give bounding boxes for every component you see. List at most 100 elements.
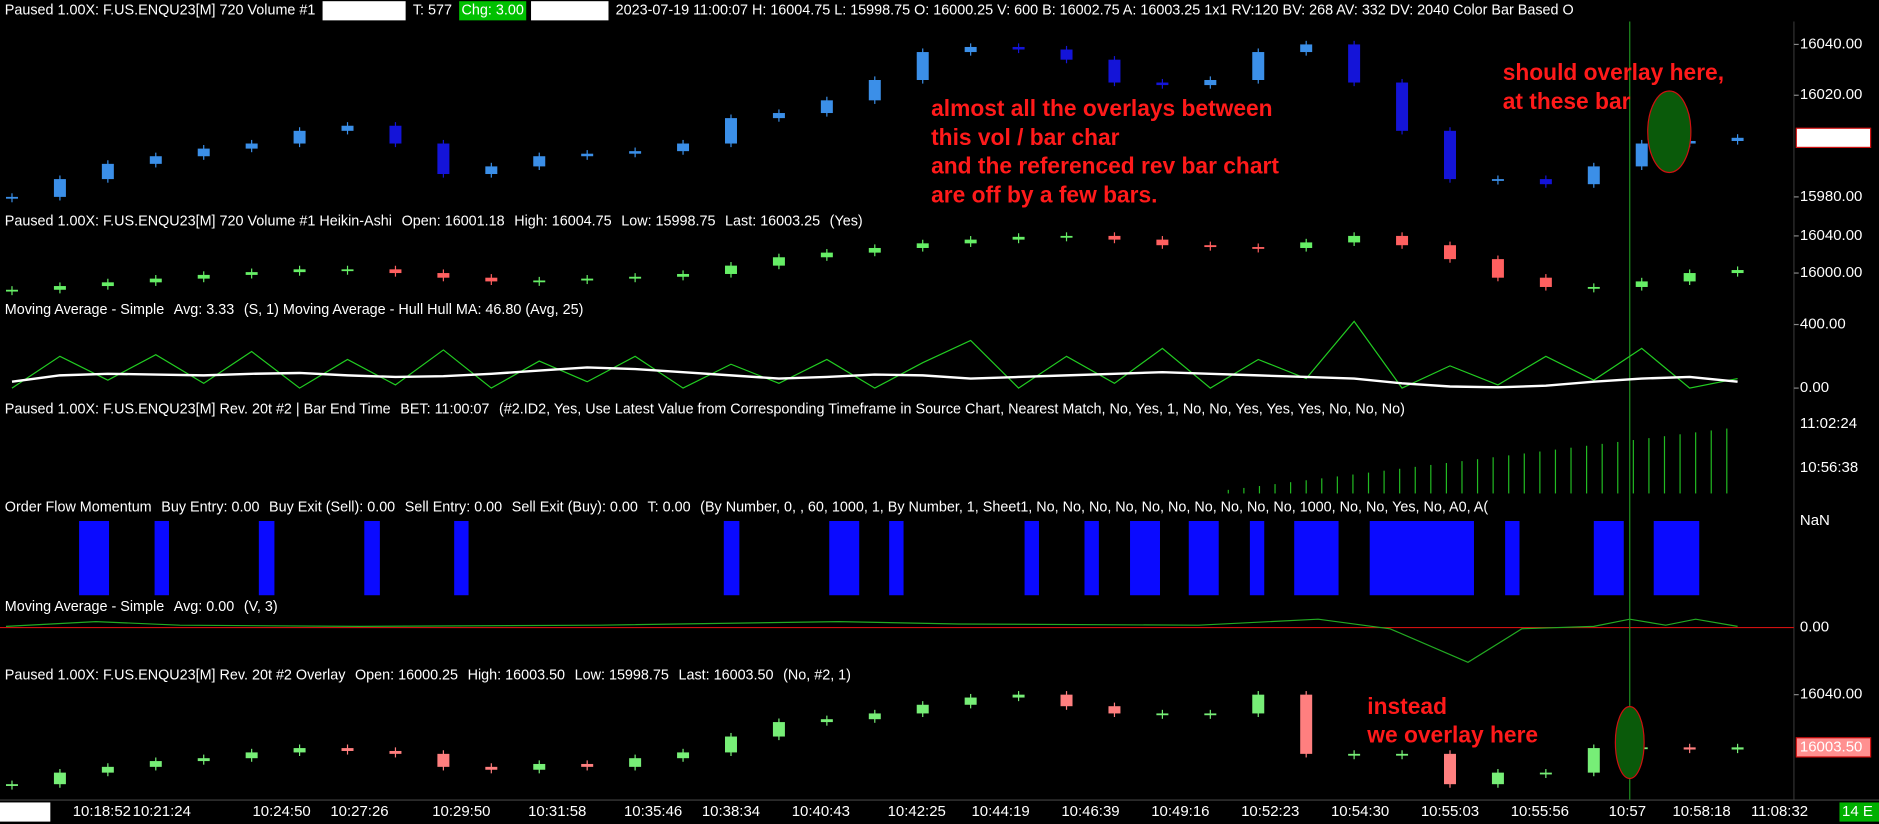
candle <box>1108 706 1121 714</box>
annotation: instead <box>1367 693 1447 719</box>
panel-header-text: Sell Exit (Buy): 0.00 <box>512 500 638 516</box>
time-axis-label: 10:57 <box>1609 803 1646 820</box>
annotation: almost all the overlays between <box>931 95 1272 121</box>
panel-header-text: C: 16003.25 <box>325 3 403 19</box>
candle <box>101 766 114 773</box>
last-price-label: 16003.25 <box>1800 129 1862 146</box>
candle <box>1060 235 1073 238</box>
candle <box>1635 143 1648 167</box>
candle <box>1300 44 1313 53</box>
annotation: at these bar <box>1503 88 1631 114</box>
panel-header-text: Moving Average - Simple <box>5 599 164 615</box>
candle <box>533 280 546 283</box>
candle <box>293 748 306 753</box>
candle <box>1587 286 1600 289</box>
panel-header-text: Paused 1.00X: F.US.ENQU23[M] 720 Volume … <box>5 3 316 19</box>
panel-header-text: Open: 16001.18 <box>402 213 505 229</box>
time-axis-label: 10:54:30 <box>1331 803 1389 820</box>
candle <box>389 269 402 274</box>
axis-label: 11:02:24 <box>1800 415 1857 432</box>
candle <box>724 736 737 753</box>
candle <box>1300 694 1313 754</box>
candle <box>485 277 498 282</box>
candle <box>1348 235 1361 243</box>
panel-header-text: (S, 1) Moving Average - Hull Hull MA: 46… <box>244 302 584 318</box>
annotation: should overlay here, <box>1503 59 1724 85</box>
order-flow-blocks <box>79 520 1700 596</box>
price-axis-label: 15980.00 <box>1800 188 1862 205</box>
candle <box>437 143 450 175</box>
candle <box>533 156 546 167</box>
candle <box>1060 49 1073 60</box>
candle <box>1108 59 1121 83</box>
axis-label: 0.00 <box>1800 619 1829 636</box>
candle <box>1396 82 1409 131</box>
candle <box>485 166 498 175</box>
candle <box>245 272 258 275</box>
candle <box>1348 44 1361 83</box>
ma-line <box>5 618 1738 663</box>
status-box <box>1839 802 1879 822</box>
time-axis-label: 10:49:16 <box>1151 803 1209 820</box>
candle <box>485 766 498 770</box>
candle <box>820 719 833 723</box>
panel-header-text: Low: 15998.75 <box>621 213 715 229</box>
candle <box>101 282 114 287</box>
panel-header-text: Paused 1.00X: F.US.ENQU23[M] Rev. 20t #2… <box>5 667 346 683</box>
price-axis-label: 16020.00 <box>1800 86 1862 103</box>
candle <box>149 278 162 283</box>
last-price-label: 16003.50 <box>1800 738 1862 755</box>
candle <box>724 118 737 144</box>
candle <box>1444 753 1456 785</box>
candle <box>197 758 210 762</box>
time-axis-label: 10:24:50 <box>252 803 310 820</box>
panel-header-text: 2023-07-19 11:00:07 H: 16004.75 L: 15998… <box>616 3 1574 19</box>
candle <box>1204 80 1217 86</box>
candle <box>1156 82 1169 86</box>
candle <box>53 179 66 197</box>
time-axis-label: 10:40:43 <box>792 803 850 820</box>
time-axis-label: 11:08:32 <box>1751 803 1808 820</box>
candle <box>1252 247 1265 249</box>
time-axis-label: 14 E <box>1842 803 1873 820</box>
candle <box>916 52 929 81</box>
candle <box>1539 277 1552 287</box>
candle <box>1012 46 1025 50</box>
candle <box>1444 130 1456 180</box>
candle <box>1396 753 1409 756</box>
axis-label: 10:56:38 <box>1800 459 1858 476</box>
candle <box>1539 772 1552 775</box>
candle <box>1204 245 1217 248</box>
time-axis-bg <box>0 800 1879 824</box>
panel-header-text: Buy Entry: 0.00 <box>161 500 259 516</box>
candle <box>389 125 402 144</box>
panel-header-text: Open: 16000.25 <box>355 667 458 683</box>
candle <box>389 750 402 754</box>
panel-header-text: (No, #2, 1) <box>783 667 851 683</box>
candle <box>1156 239 1169 246</box>
candle <box>1587 166 1600 185</box>
candle <box>1587 748 1600 773</box>
candle <box>1731 747 1744 750</box>
candle <box>1300 242 1313 248</box>
candle <box>820 252 833 258</box>
candle <box>1156 713 1169 716</box>
candle <box>772 722 785 737</box>
panel-header-text: (Yes) <box>830 213 863 229</box>
candle <box>293 269 306 273</box>
candle <box>437 753 450 767</box>
time-axis-label: 10:31:58 <box>528 803 586 820</box>
candle <box>724 265 737 274</box>
annotation: this vol / bar char <box>931 124 1120 150</box>
highlight-ellipse <box>1647 90 1692 174</box>
candle <box>1348 753 1361 756</box>
highlight-ellipse <box>1614 706 1645 780</box>
panel-header-text: Paused 1.00X: F.US.ENQU23[M] Rev. 20t #2… <box>5 401 391 417</box>
candle <box>5 196 18 199</box>
candle <box>629 758 642 767</box>
candle <box>677 752 690 759</box>
panel-header-text: T: 0.00 <box>647 500 690 516</box>
candle <box>149 761 162 767</box>
candle <box>1491 259 1504 278</box>
